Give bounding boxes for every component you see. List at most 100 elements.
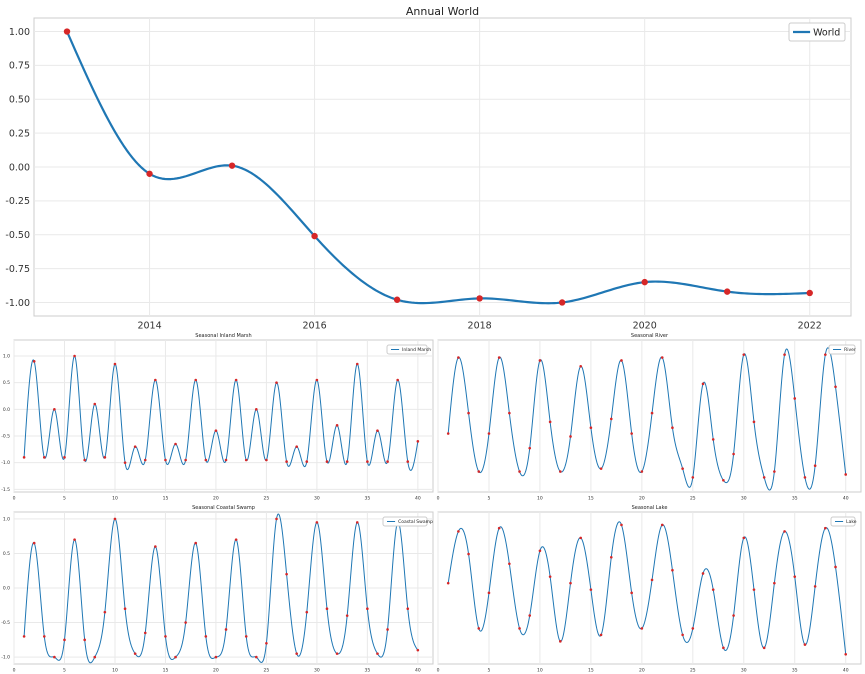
data-point [528, 446, 532, 450]
data-point [214, 655, 218, 659]
data-point [325, 460, 329, 463]
x-tick-label: 25 [264, 496, 270, 502]
data-point [762, 646, 766, 650]
series-line-coastal-swamp [23, 513, 419, 664]
y-tick-label: -0.5 [1, 434, 10, 440]
x-tick-label: 5 [488, 496, 491, 502]
data-point [579, 536, 582, 540]
x-tick-label: 30 [741, 496, 747, 502]
chart-title: Seasonal Inland Marsh [195, 333, 251, 339]
data-point [599, 467, 603, 470]
data-point [589, 588, 593, 591]
data-point [518, 627, 521, 630]
data-point [335, 652, 339, 655]
data-point [22, 635, 26, 638]
x-tick-label: 35 [792, 668, 798, 674]
data-point [538, 359, 542, 362]
annual-world-chart: 2014 2016 2018 2020 2022 1.00 0.75 0.50 0.25 0.00… [0, 0, 865, 332]
data-point [457, 530, 460, 533]
data-point [609, 555, 613, 559]
data-point [640, 470, 644, 473]
chart-title: Seasonal River [631, 333, 669, 339]
data-point [640, 627, 644, 630]
x-tick-label: 15 [163, 496, 169, 502]
seasonal-coastal-swamp-chart: 0 5 10 15 20 25 30 35 40 1.0 0.5 0.0 -0.5 -1.0 Seasona… [0, 502, 434, 674]
data-point [63, 28, 71, 35]
data-point [558, 299, 566, 306]
data-point [528, 614, 532, 617]
legend-label: Lake [846, 519, 857, 525]
data-point [113, 362, 117, 366]
chart-svg: 0 5 10 15 20 25 30 35 40 Seasonal River River [437, 333, 862, 502]
y-tick-label: -0.50 [5, 230, 30, 241]
data-point [569, 581, 572, 585]
y-tick-label: -1.5 [1, 487, 10, 493]
data-point [224, 628, 228, 631]
x-tick-label: 40 [415, 668, 421, 674]
legend-label: World [813, 27, 840, 38]
data-point [32, 541, 36, 545]
data-point [406, 460, 410, 463]
x-tick-label: 0 [437, 668, 440, 674]
y-tick-label: -1.0 [1, 655, 10, 661]
data-point [681, 633, 684, 637]
data-point [63, 638, 66, 642]
data-point [315, 378, 319, 382]
data-point [762, 476, 766, 479]
data-point [457, 356, 460, 359]
data-point [650, 578, 654, 582]
data-point [783, 353, 786, 356]
data-point [742, 353, 746, 356]
x-tick-label: 2022 [798, 321, 822, 332]
data-point [446, 432, 450, 435]
data-point [650, 411, 654, 415]
data-point [22, 456, 26, 459]
data-point [681, 467, 684, 470]
data-point [660, 356, 664, 359]
data-point [355, 362, 359, 366]
data-point [701, 382, 705, 386]
data-point [265, 458, 268, 462]
legend-box [788, 22, 846, 42]
legend-label: Coastal Swamp [398, 519, 433, 525]
data-point [806, 289, 813, 297]
data-point [174, 442, 177, 446]
x-tick-label: 0 [13, 496, 16, 502]
data-point [752, 420, 756, 424]
legend-box [828, 344, 856, 355]
legend: Lake [830, 516, 857, 527]
x-tick-label: 25 [264, 668, 270, 674]
x-tick-label: 2014 [137, 321, 161, 332]
data-point [325, 607, 329, 611]
x-tick-label: 40 [843, 668, 849, 674]
data-point [174, 655, 177, 659]
data-point [133, 652, 137, 655]
data-point [732, 614, 735, 617]
data-point [228, 162, 236, 169]
data-point [93, 655, 97, 659]
data-point [315, 521, 319, 524]
data-point [630, 591, 633, 595]
x-tick-label: 5 [63, 496, 66, 502]
data-point [559, 470, 562, 473]
data-point [477, 470, 481, 473]
data-point [722, 646, 725, 650]
data-point [824, 526, 827, 530]
data-point [295, 445, 298, 448]
x-tick-label: 35 [365, 496, 371, 502]
x-tick-label: 15 [163, 668, 169, 674]
chart-svg: 0 5 10 15 20 25 30 35 40 1.0 0.5 0.0 -0.5 -1.0 -1.5 Sea… [1, 333, 434, 502]
data-point [569, 435, 572, 438]
data-point [487, 432, 491, 435]
data-point [265, 641, 268, 645]
plot-area [437, 339, 862, 493]
data-point [467, 552, 470, 556]
data-point [345, 460, 349, 463]
data-point [204, 458, 208, 462]
chart-svg: 0 5 10 15 20 25 30 35 40 1.0 0.5 0.0 -0.5 -1.0 Seasona… [1, 505, 434, 674]
data-point [204, 635, 208, 638]
x-tick-label: 25 [690, 668, 696, 674]
data-point [103, 610, 107, 614]
data-point [508, 411, 511, 415]
data-point [164, 635, 167, 638]
